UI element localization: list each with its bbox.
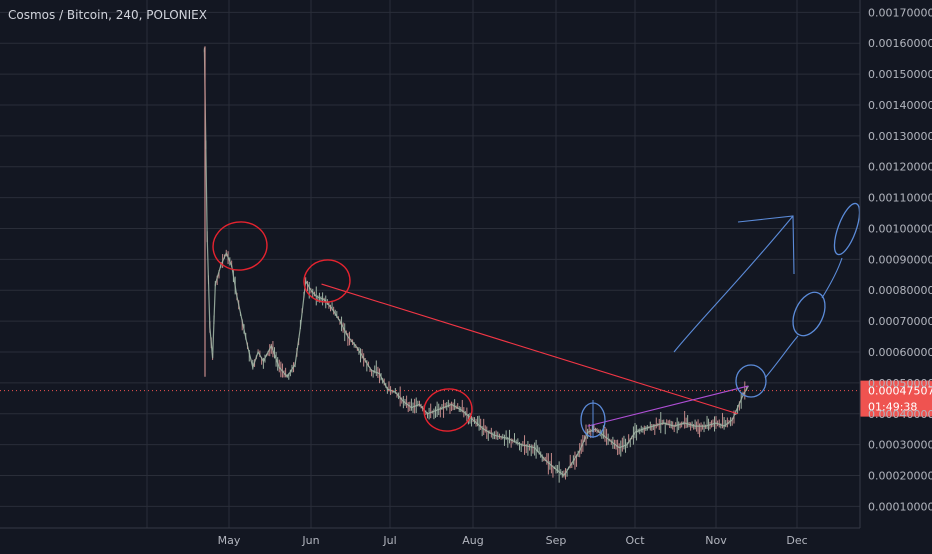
projection-arrow-shaft xyxy=(673,215,794,353)
x-tick-label: Sep xyxy=(546,534,567,547)
current-price-label: 0.00047507 xyxy=(868,385,932,398)
x-tick-label: Dec xyxy=(786,534,807,547)
y-tick-label: 0.00160000 xyxy=(868,37,932,50)
y-tick-label: 0.00050000 xyxy=(868,377,932,390)
exchange-label: POLONIEX xyxy=(146,8,207,22)
grid xyxy=(0,0,860,528)
support-trendline xyxy=(587,385,749,427)
projection-path xyxy=(821,257,843,299)
price-line xyxy=(203,49,749,477)
x-tick-label: May xyxy=(218,534,241,547)
y-tick-label: 0.00100000 xyxy=(868,222,932,235)
x-tick-label: Jun xyxy=(301,534,319,547)
y-tick-label: 0.00060000 xyxy=(868,346,932,359)
title-separator: , xyxy=(138,8,147,22)
projection-path xyxy=(764,335,799,379)
blue-circle-annotation xyxy=(735,364,767,398)
x-tick-label: Oct xyxy=(625,534,645,547)
y-tick-label: 0.00110000 xyxy=(868,192,932,205)
blue-circle-annotation xyxy=(833,202,861,256)
y-tick-label: 0.00150000 xyxy=(868,68,932,81)
chart-title: Cosmos / Bitcoin, 240, POLONIEX xyxy=(8,8,207,22)
resistance-trendline xyxy=(321,283,738,415)
x-tick-label: Jul xyxy=(382,534,396,547)
y-tick-label: 0.00120000 xyxy=(868,161,932,174)
y-tick-label: 0.00030000 xyxy=(868,439,932,452)
countdown-label: 01:49:38 xyxy=(868,401,917,414)
projection-arrow-head xyxy=(737,215,795,275)
symbol-label: Cosmos / Bitcoin xyxy=(8,8,109,22)
y-tick-label: 0.00170000 xyxy=(868,6,932,19)
y-tick-label: 0.00010000 xyxy=(868,500,932,513)
title-separator: , xyxy=(108,8,116,22)
y-tick-label: 0.00140000 xyxy=(868,99,932,112)
y-tick-label: 0.00040000 xyxy=(868,408,932,421)
interval-label: 240 xyxy=(115,8,139,22)
y-tick-label: 0.00090000 xyxy=(868,253,932,266)
y-tick-label: 0.00070000 xyxy=(868,315,932,328)
red-circle-annotation xyxy=(423,388,473,432)
blue-circle-annotation xyxy=(792,291,826,337)
red-circle-annotation xyxy=(303,259,351,303)
y-tick-label: 0.00020000 xyxy=(868,470,932,483)
y-tick-label: 0.00130000 xyxy=(868,130,932,143)
red-circle-annotation xyxy=(212,221,268,271)
x-tick-label: Nov xyxy=(705,534,727,547)
x-tick-label: Aug xyxy=(462,534,483,547)
price-series xyxy=(203,46,749,483)
current-price-tag xyxy=(860,380,932,417)
annotations: 0.00047507 01:49:38 xyxy=(0,202,932,438)
y-tick-label: 0.00080000 xyxy=(868,284,932,297)
